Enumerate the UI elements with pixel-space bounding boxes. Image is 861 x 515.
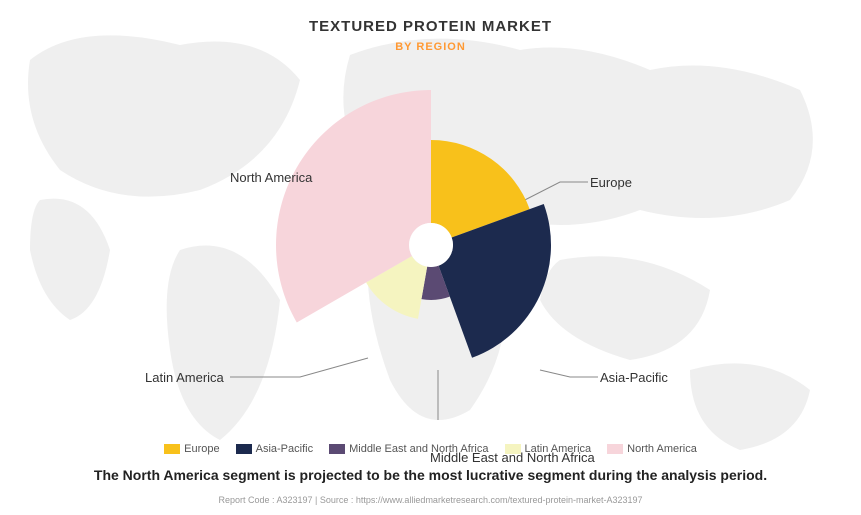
legend-item: North America xyxy=(607,443,697,455)
report-code: Report Code : A323197 xyxy=(218,495,312,505)
legend-swatch xyxy=(236,444,252,454)
legend-label: Middle East and North Africa xyxy=(349,443,488,455)
footer-source: Source : https://www.alliedmarketresearc… xyxy=(320,495,643,505)
legend-item: Latin America xyxy=(505,443,592,455)
chart-area: EuropeAsia-PacificMiddle East and North … xyxy=(0,70,861,420)
slice-label: Europe xyxy=(590,175,632,190)
donut-hole xyxy=(409,223,453,267)
legend-swatch xyxy=(505,444,521,454)
legend-label: Latin America xyxy=(525,443,592,455)
legend-swatch xyxy=(607,444,623,454)
chart-subtitle: BY REGION xyxy=(0,41,861,53)
legend-swatch xyxy=(164,444,180,454)
slice-label: North America xyxy=(230,170,312,185)
legend-label: Europe xyxy=(184,443,219,455)
legend-item: Middle East and North Africa xyxy=(329,443,488,455)
legend: Europe Asia-Pacific Middle East and North … xyxy=(0,443,861,457)
legend-item: Asia-Pacific xyxy=(236,443,313,455)
legend-label: North America xyxy=(627,443,697,455)
polar-pie-chart xyxy=(261,75,601,415)
legend-swatch xyxy=(329,444,345,454)
chart-title: TEXTURED PROTEIN MARKET xyxy=(0,0,861,35)
content-root: TEXTURED PROTEIN MARKET BY REGION Europe… xyxy=(0,0,861,515)
legend-label: Asia-Pacific xyxy=(256,443,313,455)
slice-label: Latin America xyxy=(145,370,224,385)
caption-text: The North America segment is projected t… xyxy=(0,467,861,483)
legend-item: Europe xyxy=(164,443,219,455)
footer-text: Report Code : A323197 | Source : https:/… xyxy=(0,495,861,505)
slice-label: Asia-Pacific xyxy=(600,370,668,385)
